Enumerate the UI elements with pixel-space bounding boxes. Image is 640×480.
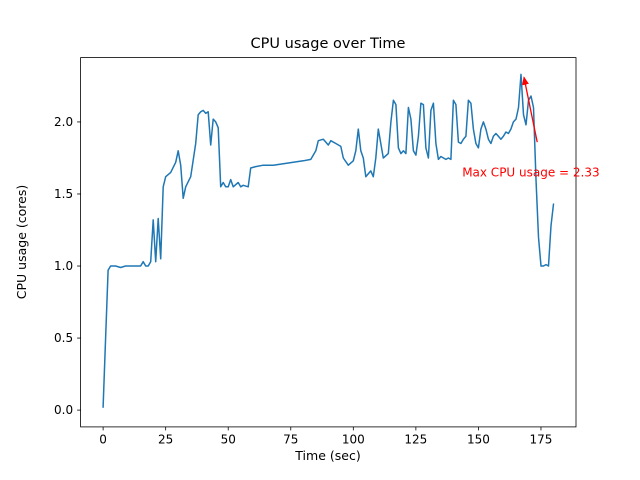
x-tick-label: 50 (221, 432, 236, 446)
axes-spines (80, 57, 577, 428)
x-tick-label: 125 (404, 432, 427, 446)
x-tick-label: 75 (283, 432, 298, 446)
y-tick-label: 1.0 (54, 259, 73, 273)
cpu-usage-line (102, 73, 555, 408)
y-axis-label: CPU usage (cores) (14, 185, 29, 299)
y-tick-label: 1.5 (54, 187, 73, 201)
chart-title: CPU usage over Time (251, 36, 406, 52)
x-tick-label: 150 (467, 432, 490, 446)
x-tick-label: 100 (342, 432, 365, 446)
y-tick-label: 0.5 (54, 331, 73, 345)
y-tick-label: 0.0 (54, 403, 73, 417)
max-cpu-annotation-arrow (522, 76, 538, 143)
max-cpu-annotation-text: Max CPU usage = 2.33 (462, 166, 599, 180)
plot-area: 0 25 50 75 100 125 150 175 0.0 0.5 1.0 1.5 2.0 (54, 57, 577, 446)
x-axis-label: Time (sec) (294, 448, 360, 463)
x-tick-label: 175 (530, 432, 553, 446)
y-tick-label: 2.0 (54, 115, 73, 129)
x-tick-label: 25 (158, 432, 173, 446)
x-tick-label: 0 (99, 432, 107, 446)
